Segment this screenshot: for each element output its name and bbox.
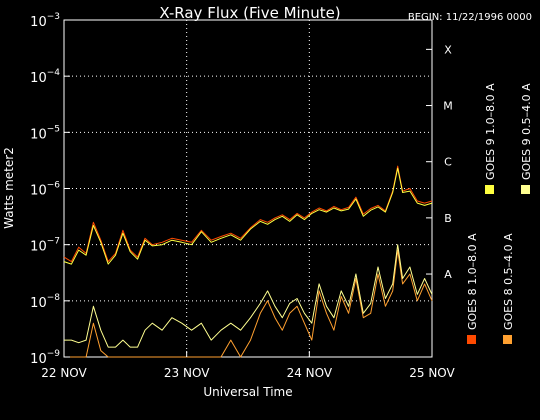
chart-title: X-Ray Flux (Five Minute)	[159, 4, 340, 22]
x-tick-label: 24 NOV	[287, 366, 333, 380]
legend-label: GOES 8 0.5–4.0 A	[502, 233, 515, 330]
series-line-4	[64, 244, 433, 348]
x-tick-label: 25 NOV	[409, 366, 455, 380]
legend-swatch	[467, 335, 476, 344]
x-axis-ticks: 22 NOV 23 NOV 24 NOV 25 NOV	[41, 351, 456, 380]
flare-class-label: A	[444, 268, 452, 281]
legend-swatch	[503, 335, 512, 344]
legend-label: GOES 8 1.0–8.0 A	[466, 233, 479, 330]
y-axis-ticks: 10−9 10−8 10−7 10−6 10−5 10−4 10−3	[30, 12, 70, 367]
x-tick-label: 22 NOV	[41, 366, 87, 380]
flare-class-labels: A B C M X	[426, 43, 453, 281]
grid-lines	[64, 20, 432, 357]
y-tick-label: 10−6	[30, 181, 60, 199]
legend-swatch	[521, 185, 530, 194]
begin-date-label: BEGIN: 11/22/1996 0000	[408, 12, 532, 23]
flare-class-label: M	[443, 100, 453, 113]
y-tick-label: 10−9	[30, 349, 60, 367]
series-line-3	[63, 167, 433, 265]
series-line-1	[63, 165, 433, 263]
series-line-2	[64, 249, 433, 358]
x-axis-label: Universal Time	[203, 385, 292, 399]
flare-class-label: B	[444, 212, 452, 225]
y-tick-label: 10−5	[30, 124, 60, 142]
y-tick-label: 10−8	[30, 293, 60, 311]
legend-label: GOES 9 1.0–8.0 A	[484, 83, 497, 180]
legend-label: GOES 9 0.5–4.0 A	[520, 83, 533, 180]
legend: GOES 8 1.0–8.0 A GOES 8 0.5–4.0 A GOES 9 1…	[466, 83, 533, 344]
y-tick-label: 10−3	[30, 12, 60, 30]
flare-class-label: X	[444, 43, 452, 56]
legend-swatch	[485, 185, 494, 194]
y-tick-label: 10−4	[30, 68, 60, 86]
x-tick-label: 23 NOV	[164, 366, 210, 380]
y-tick-label: 10−7	[30, 237, 60, 255]
series-layer	[63, 165, 433, 358]
y-axis-label: Watts meter2	[2, 147, 16, 229]
flare-class-label: C	[444, 156, 452, 169]
